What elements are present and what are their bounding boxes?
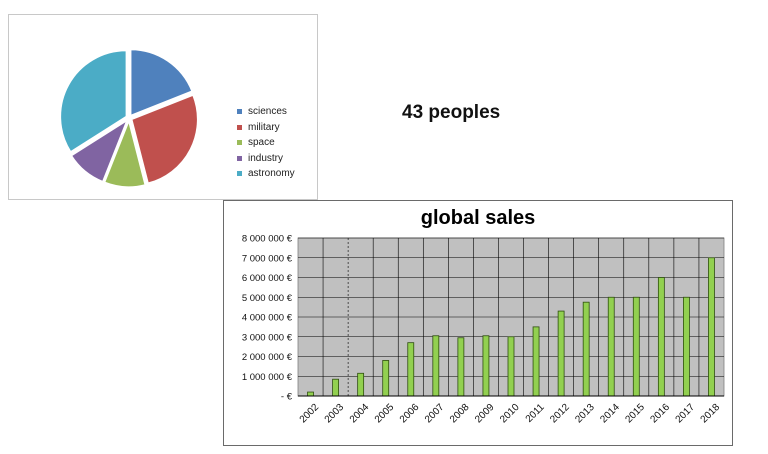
pie-slice-sciences: [129, 48, 194, 117]
bar-chart-panel: global sales - € 1 000 000 € 2 000 000 € 3 …: [223, 200, 733, 446]
legend-item-sciences: sciences: [237, 104, 295, 120]
x-tick-label: 2008: [448, 402, 472, 426]
bar-2002: [307, 391, 314, 397]
x-tick-label: 2007: [423, 402, 447, 426]
legend-label: space: [248, 137, 275, 149]
y-tick-label: 6 000 000 €: [242, 273, 293, 284]
bar-2010: [507, 336, 515, 397]
x-tick-label: 2006: [398, 402, 422, 426]
bar-2011: [532, 326, 540, 397]
legend-swatch: [237, 155, 242, 161]
y-tick-label: 5 000 000 €: [242, 293, 293, 304]
x-tick-label: 2015: [623, 402, 647, 426]
y-tick-label: 3 000 000 €: [242, 332, 293, 343]
bar-2007: [432, 335, 440, 397]
bar-2018: [708, 257, 715, 397]
bar-2004: [357, 372, 365, 397]
legend-item-space: space: [237, 135, 295, 151]
bar-2008: [457, 337, 465, 397]
legend-swatch: [237, 171, 242, 177]
bar-2012: [557, 310, 565, 397]
bar-2014: [607, 296, 615, 397]
y-tick-label: 8 000 000 €: [242, 234, 293, 245]
y-tick-label: 1 000 000 €: [242, 372, 293, 383]
legend-label: industry: [248, 152, 284, 164]
pie-legend: sciences military space industry astronomy: [237, 104, 295, 182]
pie-chart-panel: sciences military space industry astronomy: [8, 14, 318, 200]
legend-label: sciences: [248, 106, 287, 118]
bar-chart: - € 1 000 000 € 2 000 000 € 3 000 000 € 4 00…: [242, 234, 725, 426]
bar-2016: [657, 277, 665, 397]
pie-slice-astronomy: [59, 49, 128, 153]
legend-swatch: [237, 140, 242, 146]
legend-swatch: [237, 109, 242, 115]
legend-item-industry: industry: [237, 151, 295, 167]
pie-chart: [59, 48, 199, 188]
x-tick-label: 2002: [298, 402, 322, 426]
legend-label: military: [248, 121, 280, 133]
pie-slice-space: [103, 118, 147, 188]
x-tick-label: 2010: [498, 402, 522, 426]
x-tick-label: 2012: [548, 402, 572, 426]
bar-2005: [382, 360, 390, 397]
x-tick-label: 2011: [524, 402, 547, 425]
x-tick-label: 2003: [323, 402, 347, 426]
legend-swatch: [237, 124, 242, 130]
x-tick-label: 2009: [473, 402, 497, 426]
pie-slice-military: [130, 94, 199, 185]
people-count-label: 43 peoples: [402, 102, 501, 123]
x-tick-label: 2017: [674, 402, 698, 426]
bar-2003: [332, 378, 339, 397]
bar-2006: [407, 342, 415, 397]
y-tick-label: 2 000 000 €: [242, 352, 293, 363]
bar-chart-title: global sales: [420, 207, 536, 229]
x-tick-label: 2016: [648, 402, 672, 426]
y-tick-label: 4 000 000 €: [242, 313, 293, 324]
x-tick-label: 2013: [573, 402, 597, 426]
bar-2015: [632, 296, 640, 397]
x-tick-label: 2004: [348, 402, 372, 426]
legend-label: astronomy: [248, 168, 295, 180]
bar-2017: [683, 296, 690, 397]
legend-item-astronomy: astronomy: [237, 166, 295, 182]
bar-2013: [582, 301, 590, 397]
pie-slice-industry: [70, 118, 129, 183]
x-tick-label: 2018: [699, 402, 723, 426]
bar-2009: [482, 335, 490, 397]
y-tick-label: 7 000 000 €: [242, 253, 293, 264]
x-tick-label: 2014: [598, 402, 622, 426]
legend-item-military: military: [237, 120, 295, 136]
x-tick-label: 2005: [373, 402, 397, 426]
y-tick-label: - €: [281, 392, 293, 403]
